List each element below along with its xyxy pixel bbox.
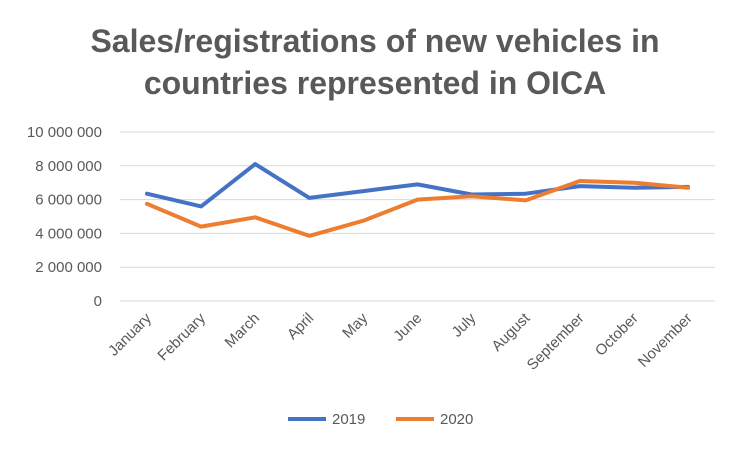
legend: 2019 2020 [288,411,473,428]
x-axis-tick-labels: January February March April May June July Augu… [105,309,696,373]
gridlines [120,131,715,302]
y-tick-label: 0 [94,293,102,310]
y-tick-label: 10 000 000 [27,124,102,141]
legend-label-2020: 2020 [440,411,473,428]
y-tick-label: 6 000 000 [35,192,102,209]
x-tick-label: April [284,310,317,343]
chart-title: Sales/registrations of new vehicles in c… [0,20,750,104]
series-lines [145,162,690,238]
x-tick-label: July [449,309,480,340]
x-tick-label: November [635,310,696,371]
x-tick-label: October [592,310,642,360]
y-axis-tick-labels: 0 2 000 000 4 000 000 6 000 000 8 000 000 10 … [27,124,102,310]
legend-label-2019: 2019 [332,411,365,428]
x-tick-label: May [339,309,371,341]
y-tick-label: 4 000 000 [35,225,102,242]
x-tick-label: February [154,309,209,364]
x-tick-label: August [488,309,534,355]
series-line-2020 [145,179,690,238]
chart-title-line-1: Sales/registrations of new vehicles in [90,23,660,59]
x-tick-label: March [222,310,263,351]
x-tick-label: January [105,309,155,359]
y-tick-label: 8 000 000 [35,158,102,175]
x-tick-label: September [524,310,588,374]
chart-title-line-2: countries represented in OICA [143,65,607,101]
y-tick-label: 2 000 000 [35,259,102,276]
x-tick-label: June [390,310,425,345]
